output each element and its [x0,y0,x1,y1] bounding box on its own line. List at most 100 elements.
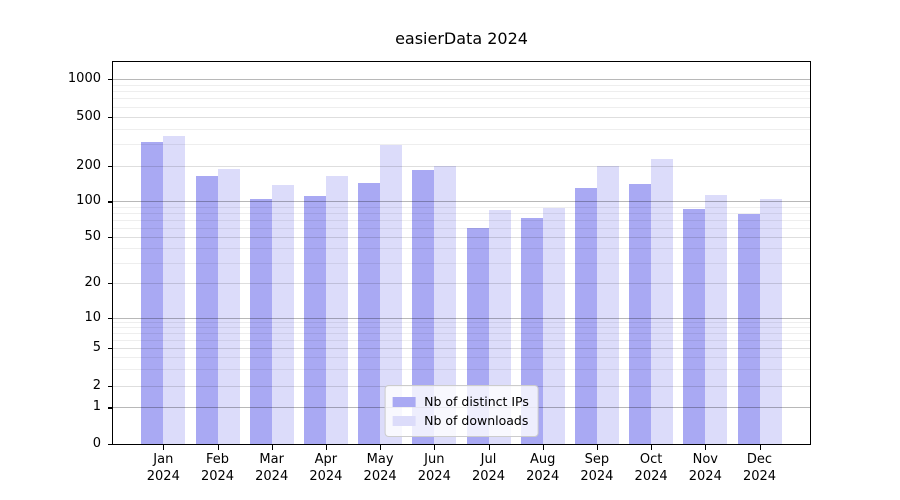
x-tick-mark [759,445,761,450]
x-tick-label: Apr 2024 [309,452,343,484]
x-tick-label: Oct 2024 [634,452,668,484]
y-tick-label: 10 [84,309,101,325]
y-tick-label: 100 [76,193,101,209]
x-tick-mark [217,445,219,450]
gridline-minor [113,333,810,334]
y-tick-mark [108,282,113,284]
y-tick-label: 2 [92,377,101,393]
gridline-minor [113,212,810,214]
y-tick-mark [108,79,113,81]
x-tick-mark [434,445,436,450]
gridline-major [113,282,810,284]
gridline-minor [113,106,810,108]
bar-distinct-ips [629,184,652,444]
x-tick-mark [705,445,707,450]
gridline-minor [113,91,810,93]
gridline-major [113,79,810,80]
y-tick-label: 1 [92,399,101,415]
gridline-minor [113,227,810,229]
x-tick-mark [380,445,382,450]
y-tick-mark [108,237,113,239]
gridline-major [113,201,810,203]
plot-area: Nb of distinct IPs Nb of downloads [112,61,811,445]
y-tick-mark [108,444,113,446]
x-tick-label: Jun 2024 [417,452,451,484]
gridline-minor [113,144,810,145]
gridline-major [113,165,810,167]
x-tick-label: Mar 2024 [255,452,289,484]
legend-label-distinct-ips: Nb of distinct IPs [424,394,529,409]
gridline-minor [113,327,810,329]
gridline-major [113,347,810,349]
x-tick-label: Aug 2024 [526,452,560,484]
x-tick-mark [271,445,273,450]
gridline-minor [113,219,810,221]
x-tick-label: Sep 2024 [580,452,614,484]
gridline-minor [113,368,810,370]
gridline-major [113,237,810,239]
y-tick-mark [108,347,113,349]
x-tick-mark [542,445,544,450]
bar-downloads [705,195,728,444]
x-tick-label: Jan 2024 [146,452,180,484]
bar-downloads [651,159,674,444]
gridline-minor [113,339,810,341]
legend-label-downloads: Nb of downloads [424,413,529,428]
y-tick-mark [108,116,113,118]
bar-distinct-ips [737,213,760,444]
x-tick-mark [488,445,490,450]
x-tick-label: Dec 2024 [742,452,777,484]
x-tick-mark [651,445,653,450]
bar-distinct-ips [574,187,597,444]
bar-distinct-ips [195,175,218,444]
bar-downloads [434,165,457,444]
x-tick-mark [325,445,328,450]
y-tick-mark [108,201,113,203]
bar-downloads [217,168,240,444]
y-tick-mark [108,385,113,388]
gridline-major [113,116,810,118]
bar-distinct-ips [249,199,272,444]
y-tick-label: 20 [84,274,101,290]
gridline-minor [113,206,810,208]
x-tick-mark [163,445,165,450]
gridline-major [113,317,810,319]
gridline-minor [113,98,810,100]
y-tick-label: 1000 [67,71,101,86]
gridline-minor [113,262,810,264]
bar-downloads [271,184,294,444]
x-tick-label: Feb 2024 [200,452,235,484]
bar-downloads [759,198,782,444]
y-tick-mark [108,317,113,319]
chart-title: easierData 2024 [395,29,528,48]
y-tick-label: 0 [92,436,101,451]
bar-distinct-ips [683,208,706,444]
legend: Nb of distinct IPs Nb of downloads [384,385,539,437]
y-tick-mark [108,407,113,409]
bar-downloads [325,175,348,444]
legend-item-downloads: Nb of downloads [392,411,529,430]
bar-downloads [380,144,403,444]
gridline-minor [113,356,810,358]
gridline-minor [113,128,810,130]
legend-item-distinct-ips: Nb of distinct IPs [392,392,529,411]
bar-distinct-ips [141,141,164,444]
y-tick-label: 500 [76,108,101,124]
y-tick-label: 200 [76,157,101,173]
bar-downloads [542,208,565,444]
bar-distinct-ips [412,170,435,444]
x-tick-label: Jul 2024 [471,452,506,484]
y-tick-label: 50 [84,229,101,245]
y-tick-mark [108,165,113,167]
legend-swatch-distinct-ips [392,396,416,407]
y-tick-label: 5 [92,339,101,355]
bar-distinct-ips [358,183,381,444]
bar-downloads [163,135,186,444]
gridline-minor [113,84,810,86]
bar-downloads [596,166,619,444]
x-tick-label: Nov 2024 [688,452,722,484]
x-tick-mark [596,445,599,450]
x-tick-label: May 2024 [363,452,397,484]
bar-distinct-ips [303,195,326,444]
